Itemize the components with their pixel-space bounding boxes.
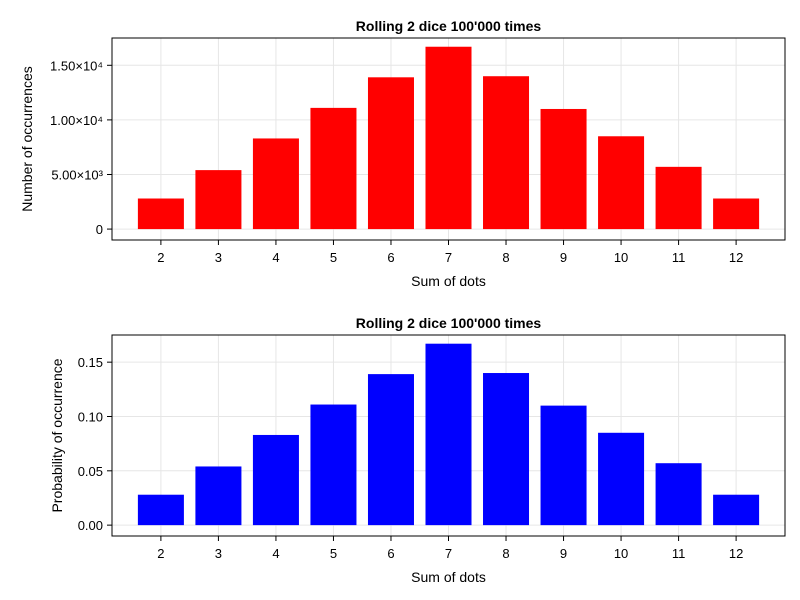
- y-tick-label: 0.15: [78, 355, 103, 370]
- bar-5: [310, 107, 357, 230]
- x-tick-label: 12: [729, 250, 743, 265]
- x-tick-label: 7: [445, 546, 452, 561]
- x-tick-label: 3: [215, 546, 222, 561]
- x-tick-label: 10: [614, 250, 628, 265]
- x-tick-label: 7: [445, 250, 452, 265]
- bar-2: [137, 494, 184, 526]
- x-tick-label: 4: [272, 546, 279, 561]
- bar-11: [655, 463, 702, 526]
- bar-4: [252, 434, 299, 526]
- x-tick-label: 6: [387, 250, 394, 265]
- bar-7: [425, 46, 472, 230]
- bar-11: [655, 166, 702, 230]
- chart-title: Rolling 2 dice 100'000 times: [356, 18, 542, 34]
- x-axis-label: Sum of dots: [411, 569, 486, 585]
- bar-10: [598, 432, 645, 526]
- bar-7: [425, 343, 472, 526]
- bar-9: [540, 405, 587, 526]
- bar-12: [713, 198, 760, 230]
- bar-5: [310, 404, 357, 526]
- x-tick-label: 8: [502, 250, 509, 265]
- x-tick-label: 8: [502, 546, 509, 561]
- y-tick-label: 0.00: [78, 518, 103, 533]
- bar-8: [483, 76, 530, 230]
- x-tick-label: 4: [272, 250, 279, 265]
- y-tick-label: 5.00×10³: [51, 167, 103, 182]
- y-tick-label: 0.10: [78, 409, 103, 424]
- bar-6: [367, 77, 414, 230]
- x-tick-label: 5: [330, 250, 337, 265]
- occurrences-chart: 2 3 4 5 6 7 8 9 10 11 12 0 5.00×10³ 1.00×10⁴ 1.50×10⁴ R…: [19, 18, 786, 289]
- x-tick-label: 2: [157, 250, 164, 265]
- y-tick-label: 0: [96, 222, 103, 237]
- y-tick-label: 0.05: [78, 464, 103, 479]
- bar-8: [483, 373, 530, 526]
- y-axis-label: Probability of occurrence: [49, 358, 65, 512]
- bar-12: [713, 494, 760, 526]
- bar-2: [137, 198, 184, 230]
- x-tick-label: 11: [672, 250, 686, 265]
- bar-3: [195, 170, 242, 230]
- x-tick-label: 10: [614, 546, 628, 561]
- probability-chart: 2 3 4 5 6 7 8 9 10 11 12 0.00 0.05 0.10 0.15 Rolling 2 …: [49, 315, 786, 585]
- y-tick-label: 1.00×10⁴: [50, 113, 103, 128]
- x-tick-label: 3: [215, 250, 222, 265]
- x-axis-label: Sum of dots: [411, 273, 486, 289]
- x-tick-label: 9: [560, 546, 567, 561]
- x-tick-label: 12: [729, 546, 743, 561]
- bar-10: [598, 136, 645, 230]
- y-tick-label: 1.50×10⁴: [50, 58, 103, 73]
- bar-3: [195, 466, 242, 526]
- x-tick-label: 9: [560, 250, 567, 265]
- y-axis-label: Number of occurrences: [19, 66, 35, 212]
- chart-title: Rolling 2 dice 100'000 times: [356, 315, 542, 331]
- bar-9: [540, 108, 587, 230]
- bar-4: [252, 138, 299, 230]
- bar-6: [367, 374, 414, 526]
- x-tick-label: 5: [330, 546, 337, 561]
- x-tick-label: 6: [387, 546, 394, 561]
- x-tick-label: 2: [157, 546, 164, 561]
- x-tick-label: 11: [672, 546, 686, 561]
